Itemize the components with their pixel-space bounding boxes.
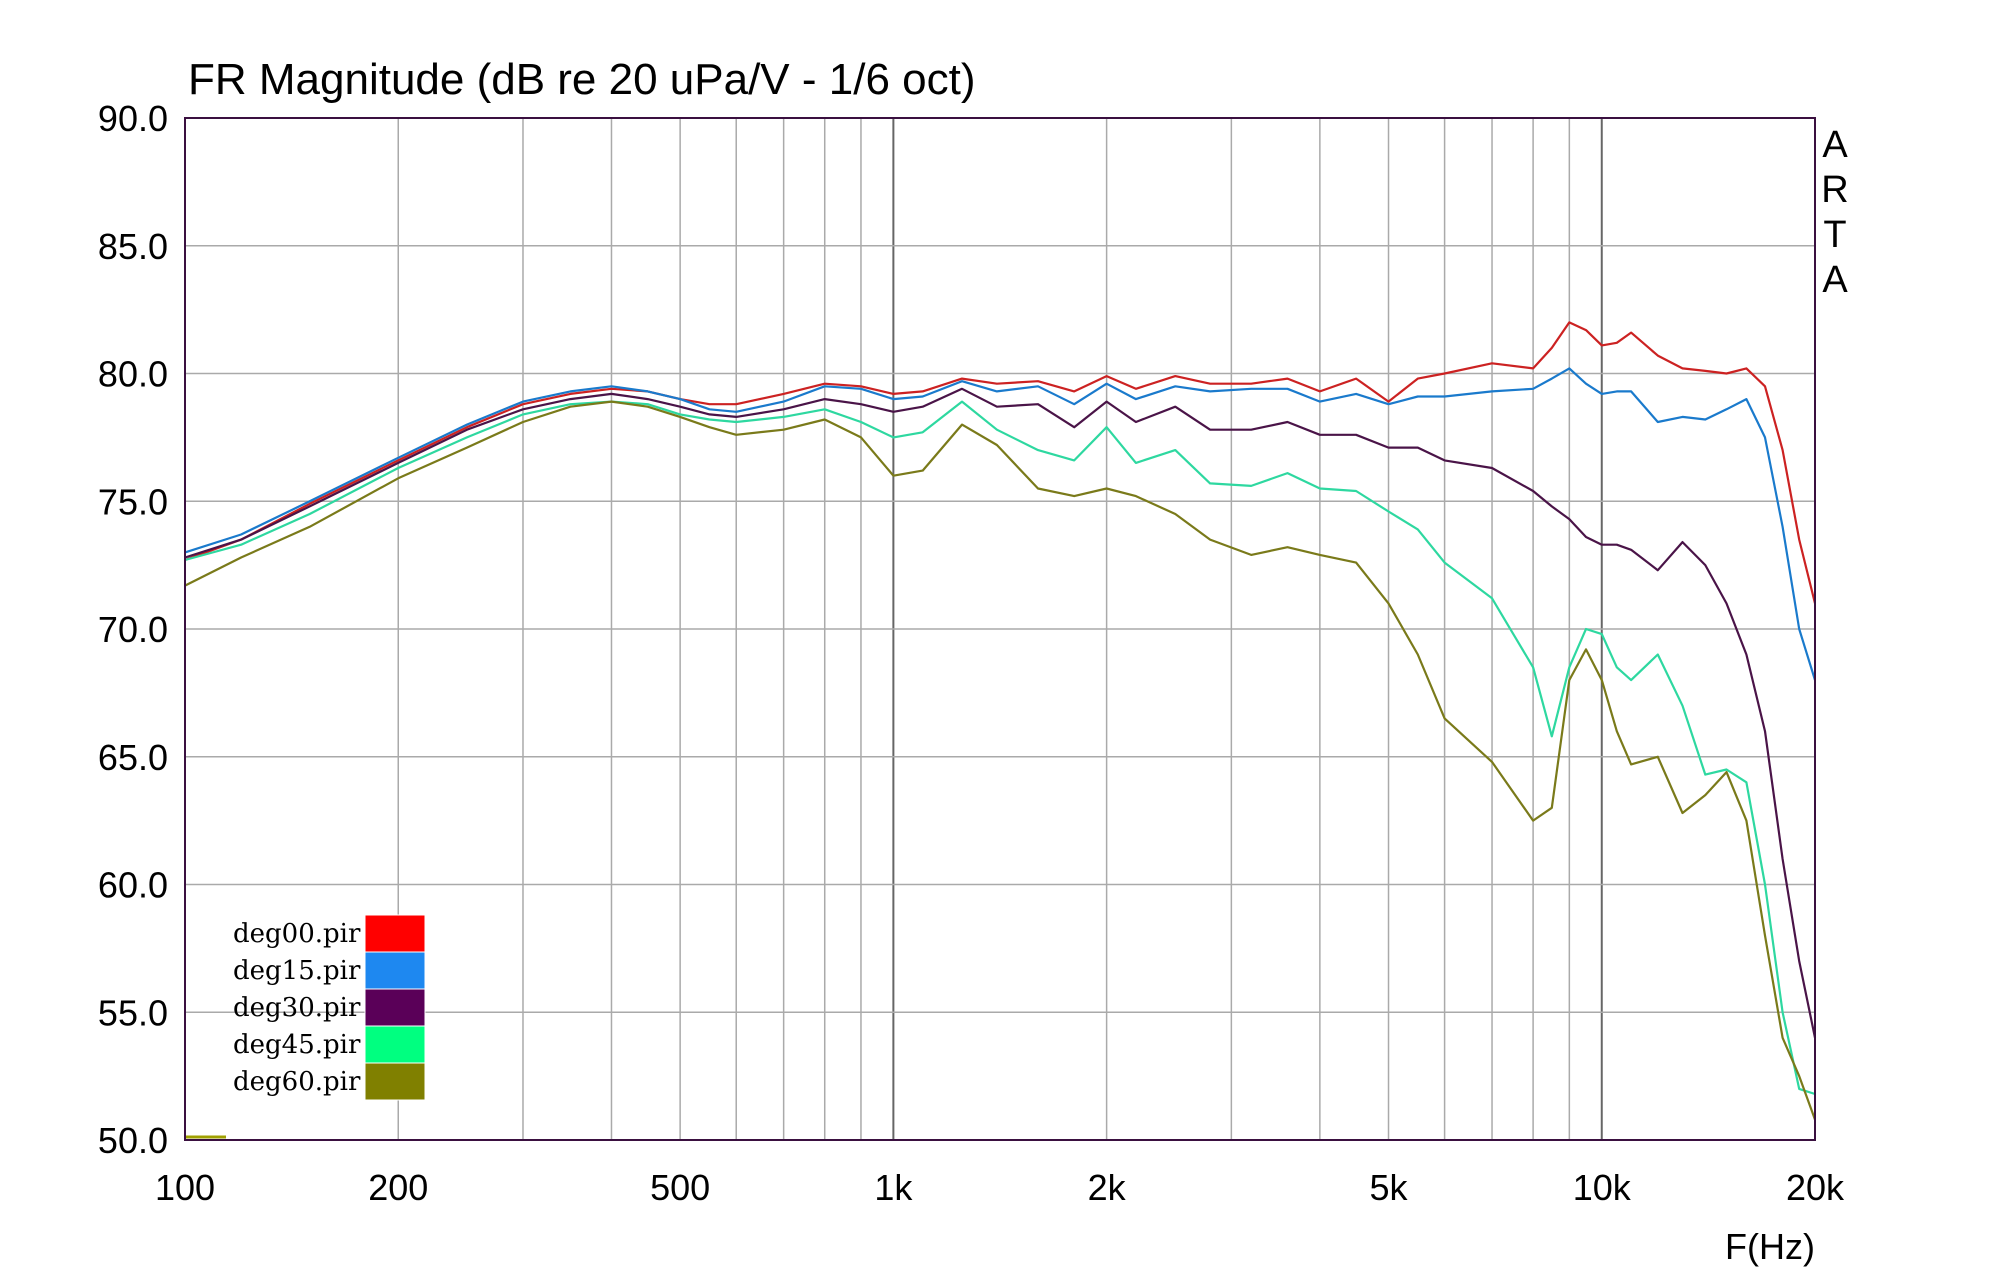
legend-swatch [364,951,426,990]
plot-grid [185,118,1815,1140]
legend-swatch [364,914,426,953]
legend-label: deg30.pir [233,993,361,1023]
y-tick-label: 75.0 [98,481,168,522]
series-line-deg30 [184,387,1817,1039]
legend-swatch [364,1062,426,1101]
series-line-deg45 [184,400,1816,1096]
watermark-letter: A [1822,259,1848,301]
series-line-deg60 [184,400,1817,1120]
x-tick-label: 2k [1088,1167,1127,1208]
series-lines [184,321,1817,1120]
plot-frame [184,117,1816,1141]
x-tick-label: 100 [155,1167,215,1208]
y-tick-label: 50.0 [98,1120,168,1161]
watermark-letter: A [1822,124,1848,166]
x-tick-label: 1k [874,1167,913,1208]
x-tick-label: 5k [1369,1167,1408,1208]
x-tick-label: 200 [368,1167,428,1208]
y-tick-label: 65.0 [98,737,168,778]
series-line-deg15 [184,367,1817,681]
x-axis-tick-labels: 100 200 500 1k 2k 5k 10k 20k [155,1167,1845,1208]
x-tick-label: 500 [650,1167,710,1208]
legend-label: deg00.pir [233,919,361,949]
legend-label: deg45.pir [233,1030,361,1060]
y-tick-label: 80.0 [98,354,168,395]
watermark-letter: R [1821,169,1848,211]
y-tick-label: 85.0 [98,226,168,267]
y-tick-label: 55.0 [98,992,168,1033]
series-line-deg00 [184,321,1817,604]
legend: deg00.pir deg15.pir deg30.pir deg45.pir deg6… [186,914,426,1139]
watermark-letter: T [1823,214,1846,256]
legend-label: deg60.pir [233,1067,361,1097]
x-axis-label: F(Hz) [1725,1226,1815,1267]
y-tick-label: 70.0 [98,609,168,650]
legend-swatch [364,1025,426,1064]
legend-swatch [364,988,426,1027]
y-tick-label: 60.0 [98,865,168,906]
chart-title: FR Magnitude (dB re 20 uPa/V - 1/6 oct) [188,55,976,104]
legend-label: deg15.pir [233,956,361,986]
y-axis-tick-labels: 90.0 85.0 80.0 75.0 70.0 65.0 60.0 55.0 50.0 [98,98,168,1161]
x-tick-label: 10k [1573,1167,1632,1208]
y-tick-label: 90.0 [98,98,168,139]
x-tick-label: 20k [1786,1167,1845,1208]
